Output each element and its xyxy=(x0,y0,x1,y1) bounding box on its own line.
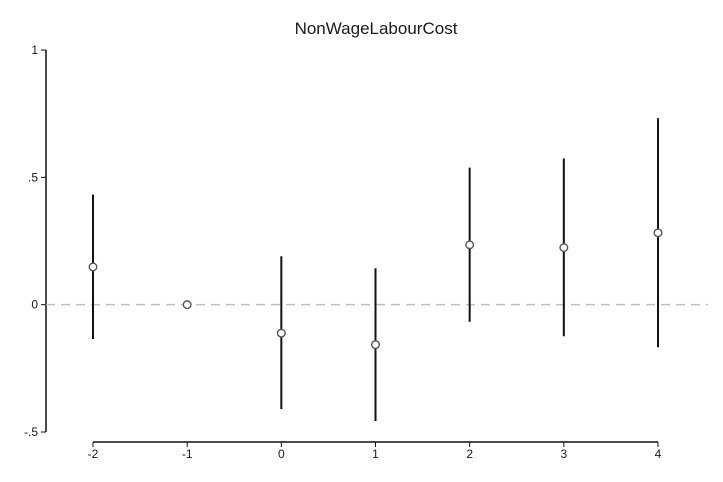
y-tick-label: 1 xyxy=(31,43,38,57)
point-marker xyxy=(653,228,663,238)
y-tick-label: .5 xyxy=(28,170,38,184)
plot-marks xyxy=(88,118,663,422)
x-tick-label: 2 xyxy=(466,447,473,461)
chart-title: NonWageLabourCost xyxy=(295,19,458,38)
x-ticks: -2 -1 0 1 2 3 4 xyxy=(88,442,662,461)
y-tick-label: 0 xyxy=(31,298,38,312)
x-tick-label: 0 xyxy=(278,447,285,461)
y-tick-label: -.5 xyxy=(24,425,38,439)
point-marker xyxy=(559,243,569,253)
point-marker xyxy=(182,300,192,310)
y-ticks: 1 .5 0 -.5 xyxy=(24,43,46,439)
point-marker xyxy=(276,328,286,338)
x-tick-label: 1 xyxy=(372,447,379,461)
x-tick-label: 3 xyxy=(560,447,567,461)
x-tick-label: -2 xyxy=(88,447,99,461)
point-marker xyxy=(465,240,475,250)
point-marker xyxy=(371,340,381,350)
point-marker xyxy=(88,262,98,272)
x-tick-label: -1 xyxy=(182,447,193,461)
x-tick-label: 4 xyxy=(655,447,662,461)
